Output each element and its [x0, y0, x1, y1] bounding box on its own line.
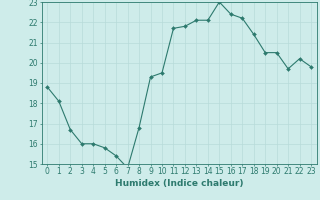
X-axis label: Humidex (Indice chaleur): Humidex (Indice chaleur) [115, 179, 244, 188]
